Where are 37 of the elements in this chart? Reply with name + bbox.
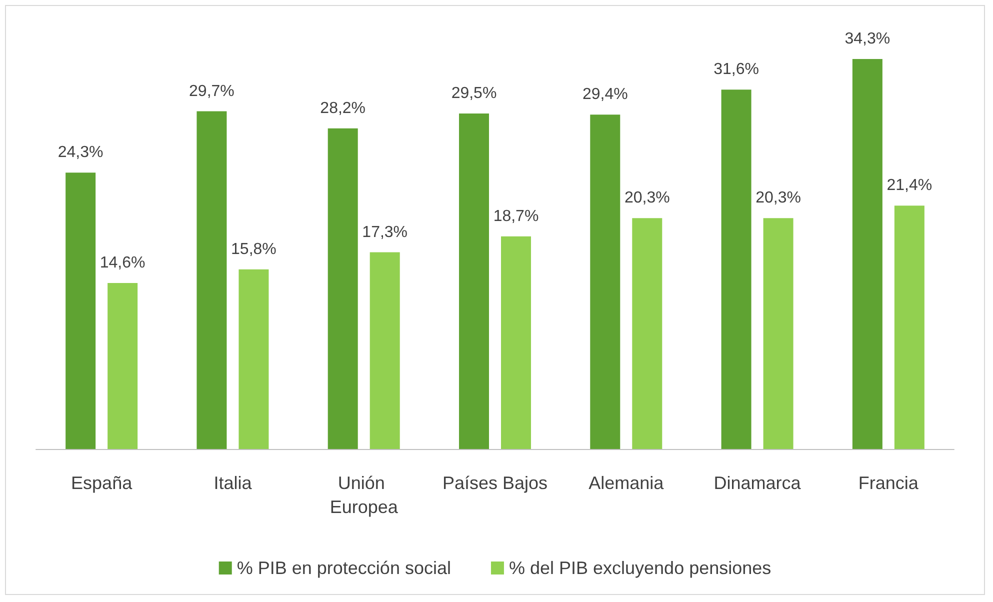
data-label: 15,8%: [231, 240, 276, 258]
data-label: 34,3%: [844, 30, 890, 48]
bar: [632, 218, 662, 449]
bar: [852, 58, 882, 449]
bar: [894, 206, 924, 449]
x-tick-label: Dinamarca: [714, 473, 802, 493]
data-label: 29,4%: [582, 86, 628, 104]
bar: [590, 114, 620, 449]
x-tick-label: Francia: [858, 473, 920, 493]
bar: [763, 218, 794, 449]
bar: [370, 252, 400, 449]
bar: [501, 236, 531, 449]
bar: [66, 172, 96, 449]
data-label: 20,3%: [756, 190, 801, 207]
data-label: 31,6%: [714, 61, 759, 78]
bar: [108, 282, 138, 449]
x-tick-label: Italia: [214, 473, 253, 493]
data-label: 20,3%: [624, 190, 670, 207]
data-label: 21,4%: [886, 177, 932, 194]
x-tick-label: Unión Europea: [330, 473, 399, 517]
data-label: 29,5%: [451, 85, 497, 102]
legend-label: % PIB en protección social: [236, 558, 451, 578]
data-label: 29,7%: [189, 82, 234, 100]
data-label: 18,7%: [493, 208, 539, 225]
bar: [721, 90, 752, 449]
x-tick-label: Países Bajos: [442, 473, 548, 493]
legend-label: % del PIB excluyendo pensiones: [508, 558, 772, 578]
bar: [238, 269, 269, 449]
bar: [328, 128, 358, 449]
data-label: 24,3%: [58, 144, 104, 162]
data-label: 14,6%: [100, 254, 146, 272]
bar: [196, 111, 227, 449]
bar: [459, 114, 489, 449]
data-label: 28,2%: [320, 100, 366, 117]
x-tick-label: Alemania: [588, 473, 665, 493]
data-label: 17,3%: [362, 224, 408, 241]
x-tick-label: España: [71, 473, 134, 493]
